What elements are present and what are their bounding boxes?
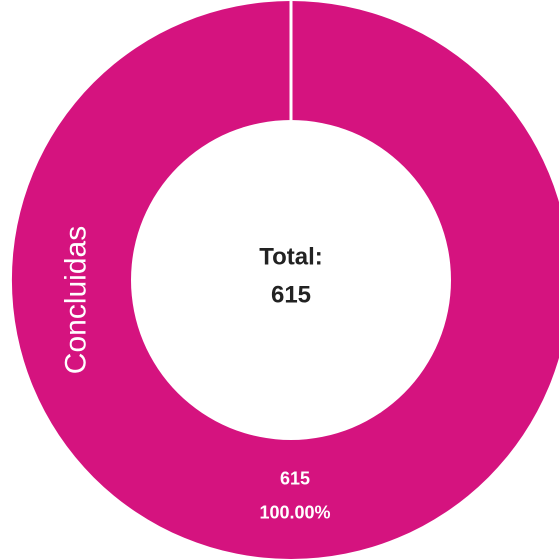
percentage-label: 100.00% [259,502,330,522]
category-label: Concluidas [59,226,92,374]
value-label: 615 [280,468,310,488]
center-label: Total: [259,243,323,270]
donut-segment [12,1,559,559]
center-total: 615 [271,281,311,308]
